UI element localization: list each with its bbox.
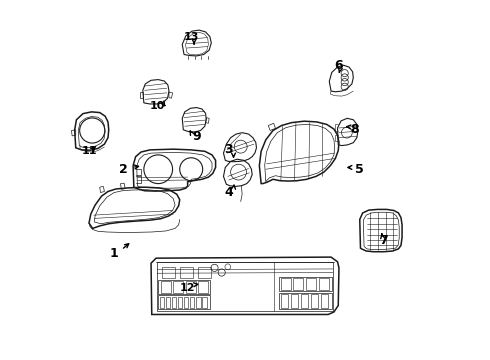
Bar [311,294,318,308]
Bar [301,294,308,308]
Text: 12: 12 [180,283,196,293]
Bar [162,267,175,278]
Text: 13: 13 [184,32,199,41]
Bar [306,278,316,291]
Bar [318,278,329,291]
Text: 10: 10 [149,102,165,112]
Text: 8: 8 [350,123,359,136]
Bar [160,297,164,309]
Text: 1: 1 [110,247,119,260]
Text: 6: 6 [334,59,343,72]
Bar [294,278,303,291]
Text: 11: 11 [81,146,97,156]
Bar [161,281,171,293]
Bar [173,281,183,293]
Bar [279,277,332,291]
Bar [184,297,188,309]
Bar [202,297,207,309]
Bar [180,267,194,278]
Bar [279,293,332,309]
Bar [281,294,288,308]
Bar [158,296,210,309]
Bar [157,262,333,311]
Bar [197,267,211,278]
Text: 2: 2 [119,163,127,176]
Bar [196,297,200,309]
Bar [186,281,196,293]
Bar [172,297,176,309]
Bar [166,297,170,309]
Bar [178,297,182,309]
Bar [198,281,208,293]
Text: 9: 9 [192,130,201,144]
Text: 7: 7 [379,234,388,247]
Bar [291,294,298,308]
Bar [190,297,195,309]
Text: 3: 3 [224,143,233,156]
Bar [321,294,328,308]
Bar [158,280,210,294]
Text: 4: 4 [224,186,233,199]
Text: 5: 5 [355,163,364,176]
Bar [281,278,291,291]
